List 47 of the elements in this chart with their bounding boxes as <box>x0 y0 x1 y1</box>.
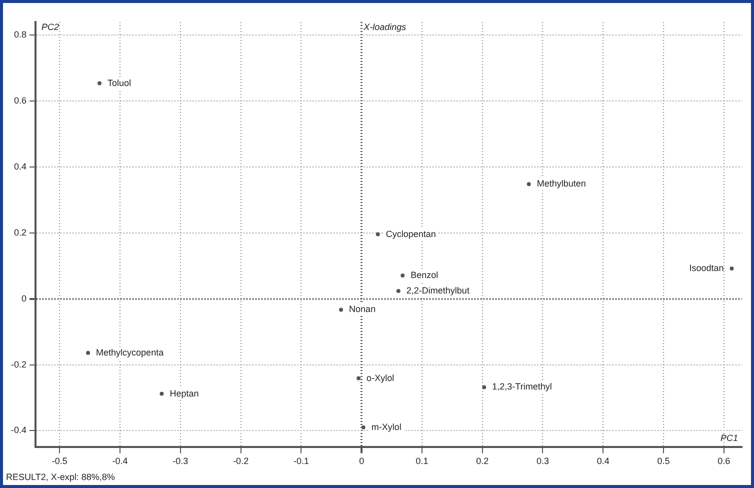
annotation: 1,2,3-Trimethyl <box>492 382 552 392</box>
text: RESULT2, X-expl: 88%,8% <box>6 472 115 482</box>
y-tick-label: 0.4 <box>14 162 27 172</box>
x-tick-label: -0.1 <box>293 456 309 466</box>
y-tick-label: -0.4 <box>10 425 27 436</box>
x-tick-label: 0.5 <box>657 456 670 466</box>
point <box>98 81 102 86</box>
point <box>526 182 531 186</box>
point <box>361 425 366 430</box>
annotation: Methylbuten <box>536 178 586 189</box>
point <box>482 385 486 390</box>
annotation: o-Xylol <box>366 372 394 383</box>
x-tick-label: 0 <box>359 456 364 466</box>
x-tick-label: 0.3 <box>536 456 549 466</box>
x-tick-label: 0.1 <box>416 456 428 466</box>
annotation: Cyclopentan <box>386 228 436 239</box>
annotation: Toluol <box>108 78 132 88</box>
y-tick-label: -0.2 <box>10 359 27 370</box>
point <box>356 376 361 380</box>
point <box>730 266 734 271</box>
annotation: Nonan <box>349 304 376 314</box>
annotation: m-Xylol <box>371 422 402 432</box>
point <box>160 392 164 396</box>
y-tick-label: 0.6 <box>14 96 27 106</box>
y-tick-label: 0 <box>21 293 27 304</box>
annotation: Isoodtan <box>689 263 724 274</box>
x-tick-label: -0.5 <box>52 456 68 466</box>
annotation: Heptan <box>170 388 199 398</box>
x-tick-label: 0.6 <box>718 456 730 466</box>
point <box>86 350 90 355</box>
x-tick-label: -0.3 <box>172 456 188 466</box>
x-tick-label: -0.2 <box>233 456 249 466</box>
x-tick-label: 0.4 <box>596 456 610 466</box>
x-tick-label: -0.4 <box>112 456 128 466</box>
point <box>396 288 400 293</box>
annotation: 2,2-Dimethylbut <box>406 285 470 296</box>
chart-title: X-loadings <box>362 22 407 32</box>
x-axis-title: PC1 <box>720 433 738 444</box>
point <box>376 232 380 236</box>
annotation: Benzol <box>410 270 438 280</box>
annotation: Methylcycopenta <box>96 347 164 358</box>
y-axis-title: PC2 <box>42 22 60 32</box>
y-tick-label: 0.8 <box>14 30 27 40</box>
point <box>400 273 405 278</box>
x-tick-label: 0.2 <box>476 456 489 466</box>
point <box>339 308 344 312</box>
y-tick-label: 0.2 <box>14 227 27 238</box>
